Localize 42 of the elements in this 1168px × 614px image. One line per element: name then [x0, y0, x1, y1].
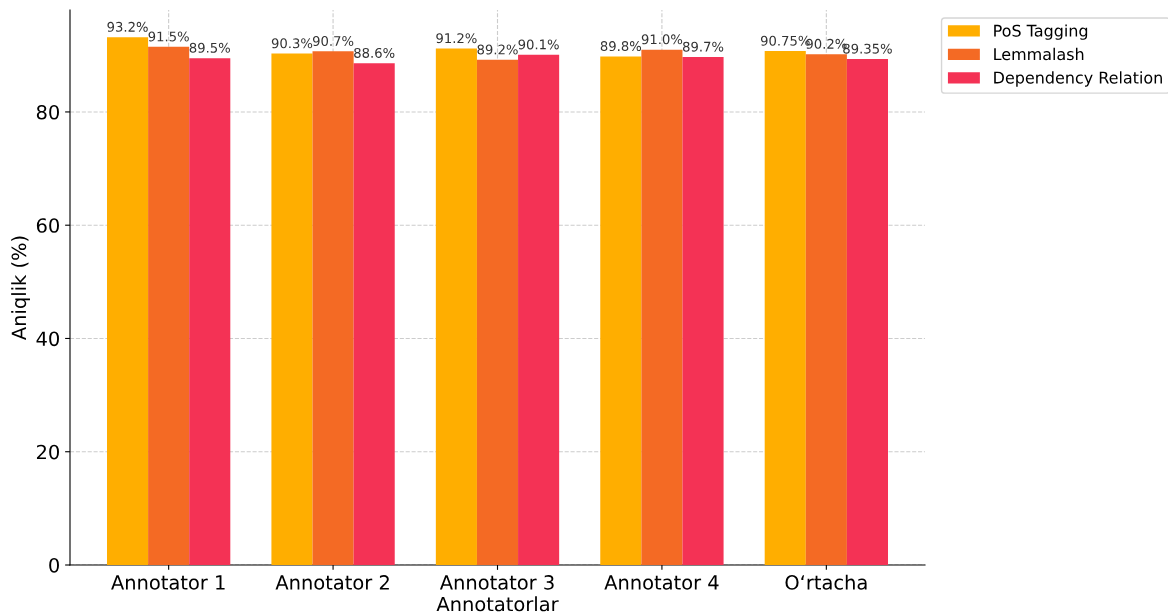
x-tick-label: Annotator 4: [604, 575, 719, 590]
data-label: 91.2%: [436, 33, 477, 44]
y-tick-label: 40: [36, 331, 59, 347]
bar: [189, 58, 231, 565]
data-label: 91.0%: [641, 34, 683, 45]
data-label: 89.2%: [477, 44, 518, 55]
bar: [600, 56, 642, 565]
bar: [641, 49, 683, 565]
y-tick-label: 80: [36, 104, 59, 120]
y-axis-title: Aniqlik (%): [11, 236, 30, 340]
bar: [846, 58, 888, 565]
bar: [107, 37, 149, 565]
data-label: 88.6%: [354, 47, 395, 58]
x-tick-label: Annotator 2: [275, 575, 389, 590]
legend-label: Dependency Relation: [994, 71, 1162, 87]
bar: [353, 63, 395, 565]
data-label: 90.3%: [271, 38, 313, 49]
bar: [805, 54, 847, 565]
data-label: 89.7%: [682, 41, 724, 52]
x-tick-label: Annotator 1: [111, 575, 225, 590]
bar: [148, 46, 190, 565]
legend-label: Lemmalash: [994, 47, 1084, 61]
bar: [764, 51, 806, 565]
bar: [476, 59, 519, 565]
y-tick-label: 0: [49, 557, 59, 573]
x-tick-label: Annotator 3: [439, 575, 554, 590]
data-label: 89.5%: [189, 42, 230, 53]
x-tick-label: O‘rtacha: [785, 574, 867, 590]
bar: [435, 48, 477, 565]
data-label: 93.2%: [107, 21, 148, 32]
data-label: 89.8%: [600, 41, 642, 52]
bar: [518, 54, 560, 565]
bar: [682, 57, 724, 565]
y-tick-label: 60: [36, 218, 59, 233]
bar: [312, 51, 354, 565]
bar: [271, 53, 313, 565]
x-axis-title: Annotatorlar: [436, 596, 559, 612]
data-label: 90.1%: [518, 39, 559, 50]
data-label: 91.5%: [148, 31, 189, 42]
y-tick-label: 20: [36, 444, 59, 460]
legend-label: PoS Tagging: [994, 24, 1088, 40]
data-label: 90.7%: [312, 36, 354, 47]
